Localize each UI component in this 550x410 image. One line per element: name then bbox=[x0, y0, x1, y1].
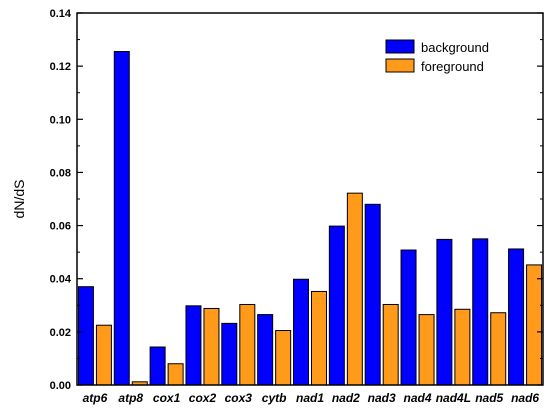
x-tick-label: atp6 bbox=[83, 391, 108, 405]
legend-label-background: background bbox=[421, 40, 489, 55]
bar-foreground-cytb bbox=[275, 330, 292, 386]
y-tick-label: 0.06 bbox=[50, 221, 71, 233]
bar-background-atp6 bbox=[77, 286, 94, 386]
bar-background-cox1 bbox=[149, 346, 166, 386]
bar-foreground-nad2 bbox=[346, 192, 363, 386]
bar-background-cytb bbox=[257, 314, 274, 386]
bar-background-cox3 bbox=[221, 322, 238, 386]
x-tick-label: nad6 bbox=[511, 391, 539, 405]
bar-background-nad1 bbox=[293, 278, 309, 386]
y-tick-label: 0.12 bbox=[50, 61, 71, 73]
bar-foreground-nad6 bbox=[526, 264, 543, 386]
x-tick-label: nad3 bbox=[368, 391, 396, 405]
x-tick-label: nad4L bbox=[436, 391, 471, 405]
bars-group bbox=[77, 51, 543, 386]
legend-label-foreground: foreground bbox=[421, 59, 484, 74]
bar-foreground-nad1 bbox=[311, 290, 327, 386]
y-tick-label: 0.00 bbox=[50, 380, 71, 392]
bar-foreground-nad4L bbox=[454, 308, 471, 386]
y-axis-title: dN/dS bbox=[11, 180, 27, 219]
x-axis-ticks: atp6 atp8 cox1 cox2 cox3 cytb nad1 nad2 nad3 nad4… bbox=[83, 391, 540, 405]
legend: background foreground bbox=[385, 39, 489, 74]
bar-foreground-cox1 bbox=[167, 363, 184, 386]
bar-foreground-atp6 bbox=[95, 324, 112, 386]
bar-background-nad2 bbox=[328, 225, 345, 386]
y-tick-label: 0.14 bbox=[50, 8, 72, 20]
bar-foreground-cox2 bbox=[203, 307, 220, 386]
x-tick-label: cytb bbox=[262, 391, 287, 405]
x-tick-label: nad1 bbox=[296, 391, 324, 405]
x-tick-label: nad2 bbox=[332, 391, 360, 405]
bar-background-nad5 bbox=[472, 238, 489, 386]
legend-swatch-background bbox=[385, 39, 415, 54]
x-tick-label: cox2 bbox=[189, 391, 217, 405]
x-tick-label: cox3 bbox=[225, 391, 253, 405]
y-tick-label: 0.08 bbox=[50, 167, 71, 179]
bar-background-nad6 bbox=[508, 248, 525, 386]
bar-background-nad3 bbox=[364, 203, 381, 386]
bar-foreground-nad5 bbox=[490, 312, 507, 386]
y-tick-label: 0.04 bbox=[50, 274, 72, 286]
bar-background-cox2 bbox=[185, 305, 202, 386]
bar-foreground-cox3 bbox=[239, 303, 256, 386]
x-tick-label: cox1 bbox=[153, 391, 181, 405]
legend-swatch-foreground bbox=[385, 58, 415, 73]
bar-background-nad4L bbox=[436, 238, 453, 386]
y-tick-label: 0.02 bbox=[50, 327, 71, 339]
x-tick-label: nad5 bbox=[475, 391, 503, 405]
bar-background-nad4 bbox=[400, 249, 417, 386]
x-tick-label: atp8 bbox=[118, 391, 143, 405]
bar-background-atp8 bbox=[113, 51, 130, 386]
y-axis-ticks: 0.00 0.02 0.04 0.06 0.08 0.10 0.12 0.14 bbox=[50, 8, 543, 392]
x-tick-label: nad4 bbox=[404, 391, 432, 405]
bar-foreground-nad3 bbox=[382, 303, 399, 386]
plot-frame bbox=[76, 12, 544, 386]
y-tick-label: 0.10 bbox=[50, 114, 71, 126]
bar-foreground-nad4 bbox=[418, 314, 435, 386]
